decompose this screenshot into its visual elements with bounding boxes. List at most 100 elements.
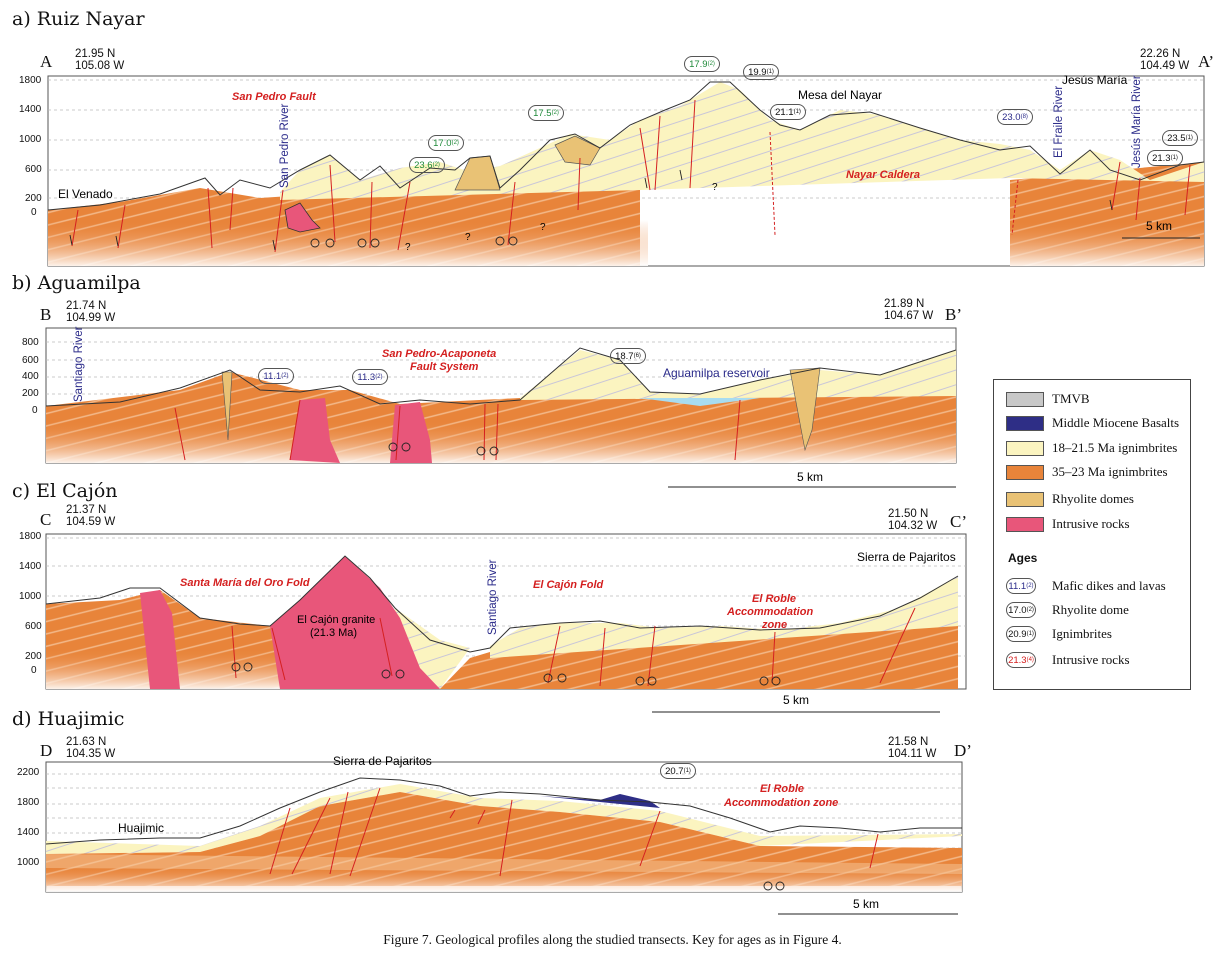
c-tick-1000: 1000 — [19, 591, 42, 602]
section-a-left-coord: 21.95 N 105.08 W — [75, 48, 125, 72]
label-el-cajon-granite: El Cajón granite — [297, 614, 375, 626]
b-tick-0: 0 — [32, 405, 38, 416]
section-c-title: c) El Cajón — [12, 480, 118, 502]
a-tick-0: 0 — [31, 207, 37, 218]
label-santa-maria-fold: Santa María del Oro Fold — [180, 577, 310, 589]
label-jesus-maria: Jesús María — [1062, 73, 1128, 87]
legend-age-mafic: 11.1 (2) Mafic dikes and lavas — [1006, 577, 1166, 595]
age-a-17-5: 17.5 (2) — [528, 105, 564, 121]
label-jesus-maria-river: Jesús María River — [1131, 75, 1143, 168]
section-b-left-coord: 21.74 N 104.99 W — [66, 300, 116, 324]
age-a-17-0: 17.0 (2) — [428, 135, 464, 151]
section-d-left-coord: 21.63 N 104.35 W — [66, 736, 116, 760]
age-a-17-9: 17.9 (2) — [684, 56, 720, 72]
section-b-right-coord: 21.89 N 104.67 W — [884, 298, 934, 322]
legend-swatch-intrusive — [1006, 516, 1044, 532]
legend-swatch-rhyolite-domes — [1006, 491, 1044, 507]
question-mark-4: ? — [712, 182, 718, 193]
age-b-11-3: 11.3 (2) — [352, 369, 388, 385]
label-huajimic: Huajimic — [118, 821, 164, 835]
section-a-left-letter: A — [40, 52, 53, 71]
section-b-title: b) Aguamilpa — [12, 272, 141, 294]
section-c-left-coord: 21.37 N 104.59 W — [66, 504, 116, 528]
b-tick-400: 400 — [22, 371, 39, 382]
section-a-profile: El Venado San Pedro Fault Nayar Caldera … — [47, 73, 1205, 267]
section-d-profile: Huajimic Sierra de Pajaritos El Roble Ac… — [45, 756, 963, 915]
legend-age-intrusive: 21.3 (4) Intrusive rocks — [1006, 651, 1130, 669]
section-d-scale: 5 km — [853, 897, 879, 911]
legend-tmvb: TMVB — [1006, 390, 1090, 408]
section-a-right-letter: A’ — [1198, 52, 1215, 71]
label-accommodation-c: Accommodation — [726, 606, 813, 618]
label-sierra-pajaritos-d: Sierra de Pajaritos — [333, 756, 432, 768]
c-tick-200: 200 — [25, 651, 42, 662]
age-a-23-6: 23.6 (2) — [409, 157, 445, 173]
label-san-pedro-acaponeta: San Pedro-Acaponeta — [382, 348, 496, 360]
legend-age-rhyolite: 17.0 (2) Rhyolite dome — [1006, 601, 1129, 619]
label-granite-age: (21.3 Ma) — [310, 627, 357, 639]
legend-swatch-tmvb — [1006, 391, 1044, 407]
question-mark-2: ? — [465, 232, 471, 243]
label-nayar-caldera: Nayar Caldera — [846, 169, 920, 181]
legend-ages-title: Ages — [1008, 551, 1038, 565]
section-c-left-letter: C — [40, 510, 52, 529]
legend-old-ignimbrites: 35–23 Ma ignimbrites — [1006, 463, 1168, 481]
question-mark-1: ? — [405, 242, 411, 253]
label-santiago-river-b: Santiago River — [73, 326, 85, 402]
label-mesa-del-nayar: Mesa del Nayar — [798, 88, 882, 102]
a-tick-1800: 1800 — [19, 75, 42, 86]
section-a-right-coord: 22.26 N 104.49 W — [1140, 48, 1190, 72]
c-tick-600: 600 — [25, 621, 42, 632]
label-el-roble-c: El Roble — [752, 593, 796, 605]
c-tick-1400: 1400 — [19, 561, 42, 572]
d-tick-2200: 2200 — [17, 767, 40, 778]
legend-basalts: Middle Miocene Basalts — [1006, 414, 1179, 432]
label-zone-c: zone — [761, 619, 787, 631]
a-tick-600: 600 — [25, 164, 42, 175]
label-sierra-pajaritos-c: Sierra de Pajaritos — [857, 550, 956, 564]
legend-rhyolite-domes: Rhyolite domes — [1006, 490, 1134, 508]
question-mark-3: ? — [540, 222, 546, 233]
label-accommodation-zone-d: Accommodation zone — [723, 797, 838, 809]
a-tick-1400: 1400 — [19, 104, 42, 115]
age-a-21-3: 21.3 (1) — [1147, 150, 1183, 166]
d-tick-1400: 1400 — [17, 827, 40, 838]
section-c-scale: 5 km — [783, 693, 809, 707]
age-a-23-0: 23.0 (8) — [997, 109, 1033, 125]
c-tick-0: 0 — [31, 665, 37, 676]
a-tick-200: 200 — [25, 193, 42, 204]
section-c-right-coord: 21.50 N 104.32 W — [888, 508, 938, 532]
b-tick-800: 800 — [22, 337, 39, 348]
section-a-title: a) Ruiz Nayar — [12, 8, 145, 30]
label-el-fraile-river: El Fraile River — [1053, 86, 1065, 158]
label-san-pedro-fault: San Pedro Fault — [232, 91, 317, 103]
age-a-19-9: 19.9 (1) — [743, 64, 779, 80]
label-el-venado: El Venado — [58, 187, 113, 201]
legend-swatch-young-ignimbrites — [1006, 440, 1044, 456]
legend-intrusive: Intrusive rocks — [1006, 515, 1130, 533]
section-a-scale: 5 km — [1146, 219, 1172, 233]
legend-young-ignimbrites: 18–21.5 Ma ignimbrites — [1006, 439, 1177, 457]
label-san-pedro-river: San Pedro River — [279, 103, 291, 188]
label-fault-system: Fault System — [410, 361, 479, 373]
age-d-20-7: 20.7 (1) — [660, 763, 696, 779]
section-b-left-letter: B — [40, 305, 52, 324]
c-tick-1800: 1800 — [19, 531, 42, 542]
legend-box: TMVB Middle Miocene Basalts 18–21.5 Ma i… — [993, 379, 1191, 690]
section-d-left-letter: D — [40, 741, 53, 760]
a-tick-1000: 1000 — [19, 134, 42, 145]
label-el-cajon-fold: El Cajón Fold — [533, 579, 604, 591]
d-tick-1000: 1000 — [17, 857, 40, 868]
legend-swatch-basalts — [1006, 415, 1044, 431]
section-d-right-letter: D’ — [954, 741, 972, 760]
figure-caption: Figure 7. Geological profiles along the … — [383, 932, 842, 947]
legend-age-ignimbrites: 20.9 (1) Ignimbrites — [1006, 625, 1112, 643]
section-c-right-letter: C’ — [950, 512, 967, 531]
section-b-right-letter: B’ — [945, 305, 962, 324]
age-a-23-5: 23.5 (1) — [1162, 130, 1198, 146]
section-b-profile: San Pedro-Acaponeta Fault System Aguamil… — [45, 326, 957, 488]
b-tick-200: 200 — [22, 388, 39, 399]
age-a-21-1: 21.1 (1) — [770, 104, 806, 120]
section-c-profile: Santa María del Oro Fold El Cajón Fold E… — [45, 533, 967, 713]
label-aguamilpa-reservoir: Aguamilpa reservoir — [663, 366, 770, 380]
